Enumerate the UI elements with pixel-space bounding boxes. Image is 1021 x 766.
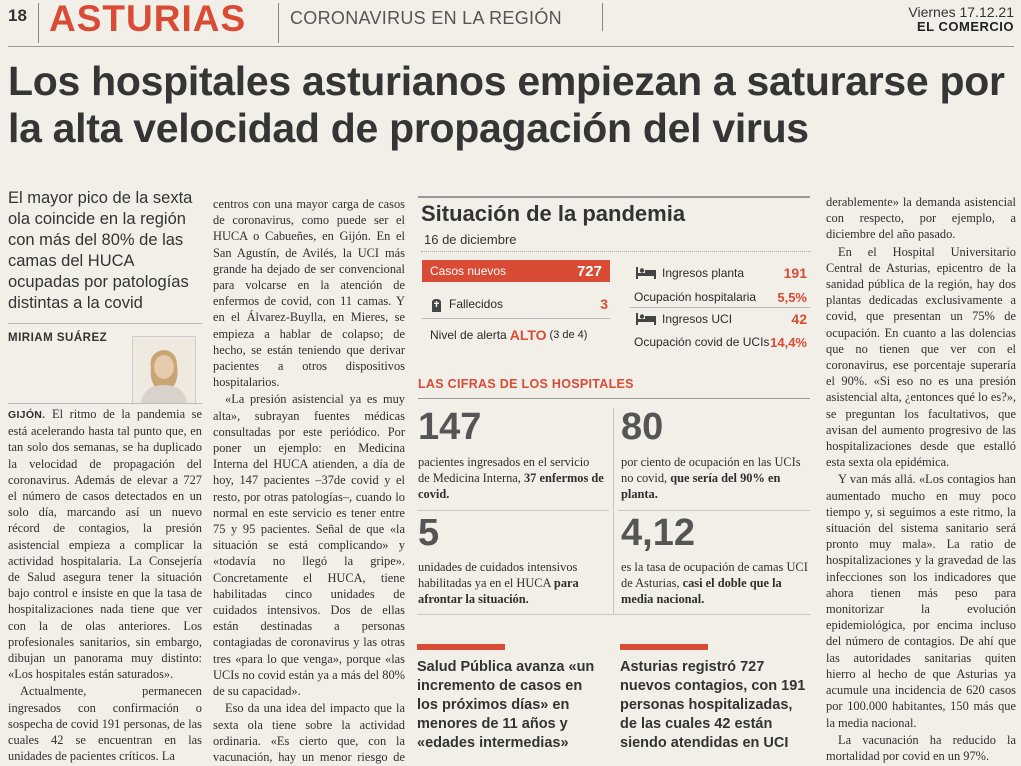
paragraph: Eso da una idea del impacto que la sexta… — [213, 701, 405, 764]
header-rule — [8, 46, 1014, 47]
stat-value: 14,4% — [770, 334, 807, 350]
newspaper-name: EL COMERCIO — [917, 19, 1014, 34]
stat-fallecidos: Fallecidos 3 — [422, 293, 610, 315]
figure-caption: pacientes ingresados en el servicio de M… — [418, 455, 604, 501]
infographic-top-rule — [418, 196, 810, 198]
article-headline: Los hospitales asturianos empiezan a sat… — [8, 58, 1005, 151]
alert-level-detail: (3 de 4) — [549, 329, 588, 341]
paragraph: Y van más allá. «Los contagios han aumen… — [826, 472, 1016, 730]
pull-quote: Asturias registró 727 nuevos contagios, … — [620, 659, 806, 751]
stat-label: Ocupación hospitalaria — [634, 290, 757, 304]
stat-casos-nuevos: Casos nuevos 727 — [422, 260, 610, 282]
stat-label: Ocupación covid de UCIs — [634, 335, 770, 349]
header-divider — [602, 3, 603, 31]
pull-quote-bar — [620, 644, 708, 650]
divider — [417, 510, 609, 511]
tombstone-icon — [432, 298, 441, 312]
hospital-figures-heading: LAS CIFRAS DE LOS HOSPITALES — [418, 377, 634, 391]
divider — [417, 614, 811, 615]
stat-value: 5,5% — [777, 289, 807, 305]
stat-label: Nivel de alerta — [430, 328, 507, 342]
figure-number: 80 — [621, 406, 664, 448]
infographic-title: Situación de la pandemia — [421, 201, 686, 226]
stat-ingresos-planta: Ingresos planta 191 — [630, 262, 810, 284]
article-body-column-3: derablemente» la demanda asistencial con… — [826, 194, 1016, 764]
figure-number: 4,12 — [621, 512, 695, 554]
divider — [8, 403, 202, 404]
figure-caption: unidades de cuidados intensivos habilita… — [418, 560, 579, 606]
stat-nivel-alerta: Nivel de alerta ALTO (3 de 4) — [422, 324, 610, 346]
stat-label: Ingresos planta — [662, 266, 745, 280]
article-body-column-1: GIJÓN. El ritmo de la pandemia se está a… — [8, 406, 202, 764]
stat-value: 3 — [600, 296, 608, 312]
divider — [8, 323, 202, 324]
author-byline: MIRIAM SUÁREZ — [8, 332, 108, 344]
paragraph: La vacunación ha reducido la mortalidad … — [826, 732, 1016, 763]
stat-value: 727 — [576, 262, 602, 280]
hospital-bed-icon — [636, 267, 656, 279]
alert-level-value: ALTO — [509, 327, 547, 343]
page-number: 18 — [8, 6, 27, 25]
article-body-column-2: centros con una mayor carga de casos de … — [213, 196, 405, 764]
stat-value: 42 — [791, 311, 807, 327]
section-title: ASTURIAS — [49, 0, 247, 39]
pull-quote: Salud Pública avanza «un incremento de c… — [417, 659, 595, 751]
paragraph: El ritmo de la pandemia se está aceleran… — [8, 407, 202, 682]
icu-bed-icon — [636, 313, 656, 325]
paragraph: derablemente» la demanda asistencial con… — [826, 195, 1016, 242]
header-divider — [278, 3, 279, 43]
issue-date: Viernes 17.12.21 — [908, 4, 1014, 20]
dateline: GIJÓN. — [8, 409, 46, 421]
paragraph: En el Hospital Universitario Central de … — [826, 244, 1016, 470]
paragraph: «La presión asistencial ya es muy alta»,… — [213, 392, 405, 699]
divider — [613, 408, 614, 614]
divider — [421, 251, 811, 252]
infographic-date: 16 de diciembre — [424, 232, 517, 247]
stat-ingresos-uci: Ingresos UCI 42 — [630, 308, 810, 330]
divider — [630, 307, 810, 308]
figure-caption: por ciento de ocupación en las UCIs no c… — [621, 455, 801, 501]
divider — [618, 510, 810, 511]
article-subhead: El mayor pico de la sexta ola coincide e… — [8, 189, 193, 312]
stat-ocupacion-covid-ucis: Ocupación covid de UCIs 14,4% — [630, 331, 810, 353]
figure-number: 147 — [418, 406, 482, 448]
stat-label: Casos nuevos — [430, 264, 507, 278]
stat-label: Ingresos UCI — [662, 312, 733, 326]
stat-label: Fallecidos — [449, 297, 504, 311]
paragraph: Actualmente, permanecen ingresados con c… — [8, 684, 202, 764]
stat-value: 191 — [783, 265, 807, 281]
figure-number: 5 — [418, 512, 440, 554]
paragraph: centros con una mayor carga de casos de … — [213, 197, 405, 390]
header-divider — [38, 3, 39, 43]
pull-quote-bar — [417, 644, 505, 650]
figure-caption: es la tasa de ocupación de camas UCI de … — [621, 560, 808, 606]
subsection-title: CORONAVIRUS EN LA REGIÓN — [290, 8, 562, 28]
stat-ocupacion-hospitalaria: Ocupación hospitalaria 5,5% — [630, 286, 810, 308]
divider — [422, 318, 610, 319]
divider — [418, 398, 810, 399]
author-photo — [132, 336, 196, 404]
